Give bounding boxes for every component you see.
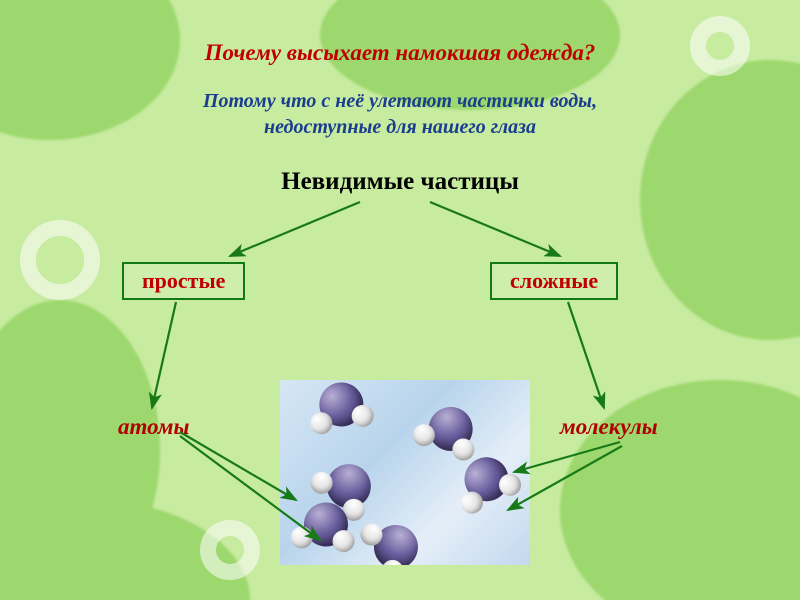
arrow [180, 432, 296, 500]
subtitle-line2: недоступные для нашего глаза [264, 116, 536, 138]
label-atoms: атомы [118, 414, 189, 440]
box-simple: простые [122, 262, 245, 300]
arrow [230, 202, 360, 256]
box-complex: сложные [490, 262, 618, 300]
arrow [152, 302, 176, 408]
title: Почему высыхает намокшая одежда? [0, 40, 800, 66]
arrow [430, 202, 560, 256]
heading: Невидимые частицы [0, 168, 800, 196]
subtitle: Потому что с неё улетают частички воды, … [0, 88, 800, 140]
label-molecules: молекулы [560, 414, 658, 440]
diagram: Почему высыхает намокшая одежда? Потому … [0, 0, 800, 600]
atom-small [332, 529, 356, 553]
arrow [568, 302, 604, 408]
molecule-image [280, 380, 530, 565]
subtitle-line1: Потому что с неё улетают частички воды, [203, 90, 597, 112]
